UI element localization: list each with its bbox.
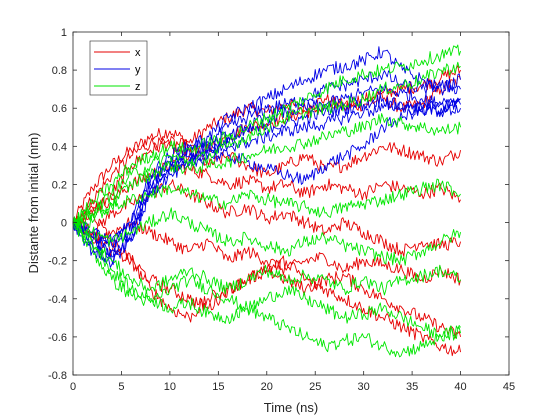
series-line-z-1 (72, 44, 461, 223)
series-line-y-5 (72, 100, 461, 260)
series-layer (72, 44, 462, 358)
y-tick-label: 0.8 (52, 65, 67, 77)
series-line-z-8 (72, 221, 461, 358)
y-tick-label: 0 (61, 218, 67, 230)
y-tick-label: -0.2 (48, 256, 67, 268)
y-tick-label: -0.6 (48, 332, 67, 344)
legend-label-x: x (135, 47, 141, 59)
y-tick-label: 0.6 (52, 103, 67, 115)
x-tick-label: 15 (212, 381, 224, 393)
y-tick-label: 1 (61, 27, 67, 39)
legend-label-y: y (135, 64, 141, 76)
axes-box (72, 31, 510, 376)
x-axis: 0 5 10 15 20 25 30 35 40 45 (70, 32, 515, 393)
series-line-y-1 (72, 46, 461, 244)
series-line-x-5 (72, 179, 461, 258)
x-tick-label: 0 (70, 381, 76, 393)
y-tick-label: -0.4 (48, 294, 67, 306)
legend-label-z: z (135, 81, 141, 93)
x-tick-label: 30 (358, 381, 370, 393)
y-tick-label: 0.2 (52, 179, 67, 191)
series-line-z-4 (72, 178, 461, 227)
series-line-z-6 (72, 220, 461, 296)
x-axis-label: Time (ns) (264, 400, 318, 415)
series-line-z-5 (72, 207, 461, 266)
x-tick-label: 45 (503, 381, 515, 393)
y-axis: -0.8 -0.6 -0.4 -0.2 0 0.2 0.4 0.6 0.8 1 (48, 27, 509, 382)
y-tick-label: -0.8 (48, 370, 67, 382)
series-line-x-4 (72, 159, 461, 226)
series-line-z-2 (72, 61, 461, 226)
series-line-x-2 (72, 65, 461, 224)
x-tick-label: 25 (309, 381, 321, 393)
x-tick-label: 10 (164, 381, 176, 393)
legend: x y z (89, 40, 148, 96)
series-line-z-3 (72, 113, 461, 228)
x-tick-label: 20 (261, 381, 273, 393)
x-tick-label: 40 (454, 381, 466, 393)
series-line-z-7 (72, 222, 461, 342)
series-line-x-6 (72, 217, 461, 286)
x-tick-label: 35 (406, 381, 418, 393)
x-tick-label: 5 (118, 381, 124, 393)
series-line-y-6 (72, 97, 461, 268)
y-tick-label: 0.4 (52, 141, 67, 153)
y-axis-label: Distante from initial (nm) (26, 133, 41, 274)
